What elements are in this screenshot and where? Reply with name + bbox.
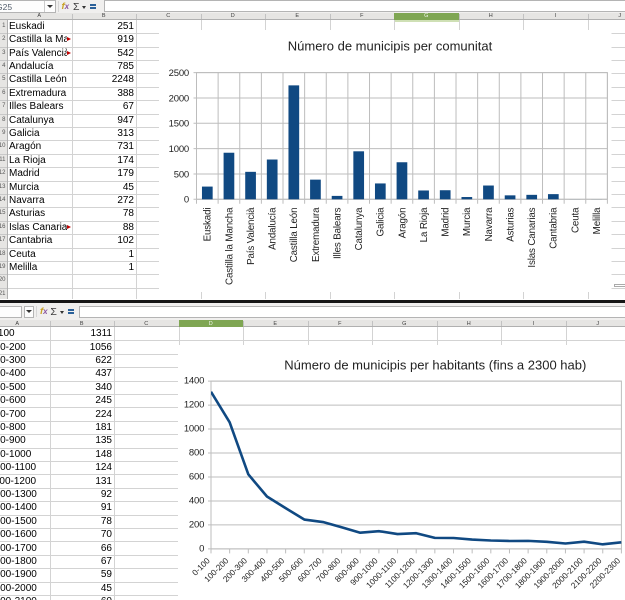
svg-text:1400: 1400: [183, 376, 203, 387]
svg-text:2000: 2000: [169, 93, 189, 104]
svg-text:La Rioja: La Rioja: [419, 207, 430, 242]
svg-text:Catalunya: Catalunya: [354, 207, 365, 250]
svg-text:País Valencià: País Valencià: [246, 207, 257, 265]
svg-text:1500: 1500: [169, 119, 189, 130]
svg-text:Euskadi: Euskadi: [203, 208, 214, 242]
svg-text:Número de municipis per comuni: Número de municipis per comunitat: [288, 38, 493, 53]
svg-text:1000: 1000: [183, 424, 203, 435]
svg-text:Asturias: Asturias: [505, 207, 516, 241]
svg-text:500: 500: [174, 169, 189, 180]
svg-text:Aragón: Aragón: [397, 208, 408, 239]
svg-text:Número de municipis per habita: Número de municipis per habitants (fins …: [284, 357, 586, 372]
svg-text:Navarra: Navarra: [484, 207, 495, 241]
svg-text:Castilla León: Castilla León: [289, 208, 300, 263]
svg-text:Galicia: Galicia: [376, 207, 387, 237]
svg-text:800: 800: [188, 448, 203, 459]
svg-text:Illes Balears: Illes Balears: [332, 207, 343, 259]
svg-text:2500: 2500: [169, 68, 189, 79]
svg-text:Madrid: Madrid: [441, 208, 452, 237]
svg-text:Extremadura: Extremadura: [311, 207, 322, 262]
svg-text:Cantabria: Cantabria: [549, 207, 560, 249]
svg-text:0: 0: [184, 195, 189, 206]
svg-text:Andalucía: Andalucía: [268, 207, 279, 250]
svg-text:Ceuta: Ceuta: [570, 207, 581, 233]
svg-text:1000: 1000: [169, 144, 189, 155]
svg-text:1200: 1200: [183, 400, 203, 411]
svg-text:0: 0: [199, 544, 204, 555]
svg-text:Islas Canarias: Islas Canarias: [527, 207, 538, 267]
svg-text:Melilla: Melilla: [592, 207, 603, 234]
svg-text:Murcia: Murcia: [462, 207, 473, 236]
svg-text:400: 400: [188, 496, 203, 507]
svg-text:200: 200: [188, 520, 203, 531]
svg-text:Castilla la Mancha: Castilla la Mancha: [224, 207, 235, 285]
svg-text:600: 600: [188, 472, 203, 483]
